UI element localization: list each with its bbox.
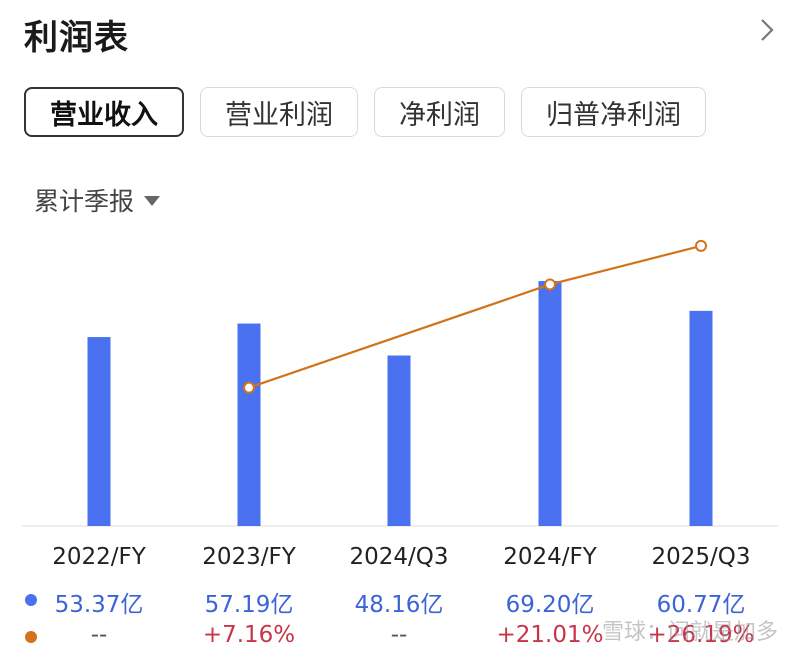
- category-label: 2024/Q3: [349, 544, 449, 570]
- chevron-right-icon[interactable]: [756, 16, 778, 44]
- category-labels: 2022/FY 2023/FY 2024/Q3 2024/FY 2025/Q3: [0, 540, 800, 576]
- revenue-bar[interactable]: [538, 281, 562, 526]
- caret-down-icon: [144, 196, 161, 206]
- revenue-bar[interactable]: [689, 310, 713, 526]
- tab-attributable-net-profit[interactable]: 归普净利润: [521, 87, 706, 137]
- category-label: 2022/FY: [52, 544, 146, 570]
- revenue-value: 57.19亿: [204, 592, 294, 618]
- revenue-bar[interactable]: [237, 323, 261, 526]
- revenue-bar[interactable]: [387, 355, 411, 526]
- revenue-bar[interactable]: [87, 337, 111, 526]
- revenue-value: 48.16亿: [354, 592, 444, 618]
- period-label: 累计季报: [34, 187, 135, 216]
- growth-point[interactable]: [243, 381, 255, 394]
- growth-value: --: [90, 622, 108, 648]
- revenue-value: 60.77亿: [656, 592, 746, 618]
- category-label: 2025/Q3: [651, 544, 751, 570]
- growth-value: --: [390, 622, 408, 648]
- watermark: 雪球：问就是加多: [601, 620, 778, 645]
- tab-net-profit[interactable]: 净利润: [374, 87, 505, 137]
- growth-line: [248, 244, 702, 389]
- revenue-row: 53.37亿 57.19亿 48.16亿 69.20亿 60.77亿: [0, 585, 800, 618]
- tab-revenue[interactable]: 营业收入: [24, 87, 184, 137]
- growth-row: -- +7.16% -- +21.01% +26.19%: [0, 622, 800, 654]
- revenue-chart: [22, 239, 778, 527]
- category-label: 2023/FY: [202, 544, 296, 570]
- growth-point[interactable]: [695, 239, 707, 252]
- revenue-value: 69.20亿: [505, 592, 595, 618]
- revenue-value: 53.37亿: [54, 592, 144, 618]
- page-title: 利润表: [24, 18, 129, 58]
- revenue-legend-dot: [25, 594, 37, 606]
- tab-operating-profit[interactable]: 营业利润: [200, 87, 358, 137]
- metric-tabs: 营业收入 营业利润 净利润 归普净利润: [24, 87, 706, 137]
- growth-value: +26.19%: [647, 622, 755, 648]
- period-selector[interactable]: 累计季报: [34, 182, 161, 218]
- growth-value: +21.01%: [496, 622, 604, 648]
- category-label: 2024/FY: [503, 544, 597, 570]
- growth-point[interactable]: [544, 278, 556, 291]
- growth-value: +7.16%: [202, 622, 296, 648]
- growth-legend-dot: [25, 631, 37, 643]
